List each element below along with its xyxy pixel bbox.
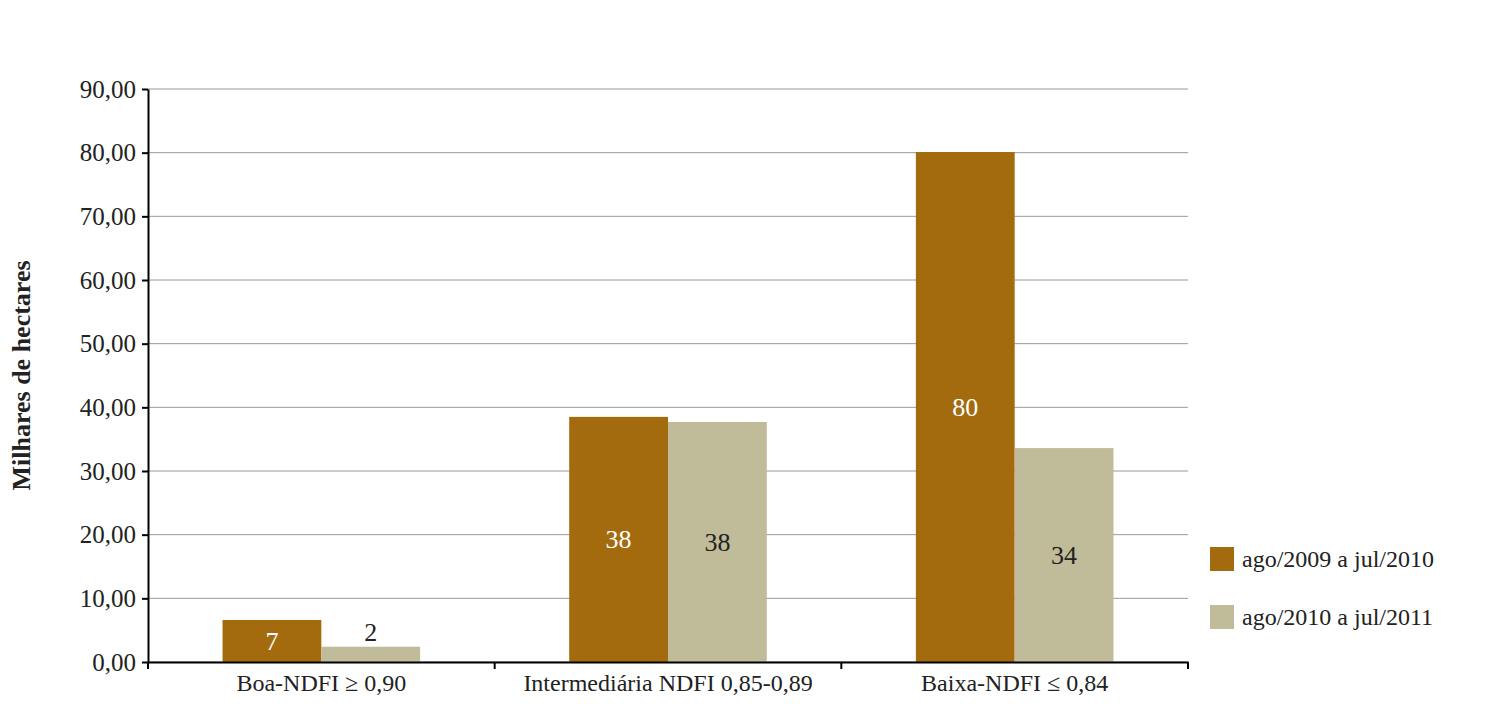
x-tick-label: Boa-NDFI ≥ 0,90 [236,670,406,696]
legend-label: ago/2009 a jul/2010 [1242,546,1434,572]
chart: 0,00 10,00 20,00 30,00 40,00 50,00 60,00 70,00 8… [0,0,1502,728]
grid [148,89,1188,662]
data-label: 38 [704,528,730,557]
y-tick: 50,00 [80,330,148,357]
y-tick-mark [142,598,148,600]
legend-swatch [1210,605,1234,629]
category-separator [147,662,149,669]
bar [916,152,1015,662]
legend-label: ago/2010 a jul/2011 [1242,604,1433,630]
y-tick: 30,00 [80,458,148,485]
y-tick-label: 30,00 [80,458,136,485]
bar [223,620,322,662]
y-tick-label: 60,00 [80,267,136,294]
data-label: 2 [364,618,377,647]
y-tick-label: 20,00 [80,521,136,548]
bar [1015,448,1114,662]
grid-line [148,216,1188,217]
y-tick: 20,00 [80,521,148,548]
y-tick-label: 70,00 [80,203,136,230]
y-tick-label: 0,00 [92,649,136,676]
y-tick-label: 80,00 [80,139,136,166]
bar [321,647,420,662]
data-label: 7 [265,627,278,656]
category-separator [1187,662,1189,669]
x-tick: Intermediária NDFI 0,85-0,89 [523,670,812,696]
grid-line [148,407,1188,408]
x-tick: Baixa-NDFI ≤ 0,84 [921,670,1108,696]
grid-line [148,280,1188,281]
y-axis: 0,00 10,00 20,00 30,00 40,00 50,00 60,00 70,00 8… [80,76,149,676]
y-tick-mark [142,280,148,282]
bars [223,152,1114,662]
data-label: 38 [606,525,632,554]
legend: ago/2009 a jul/2010 ago/2010 a jul/2011 [1210,546,1434,630]
data-label: 80 [952,393,978,422]
y-tick-mark [142,89,148,91]
y-tick-mark [142,534,148,536]
y-tick: 90,00 [80,76,148,103]
bar [668,422,767,662]
x-axis-line [149,662,1189,664]
x-tick-label: Baixa-NDFI ≤ 0,84 [921,670,1108,696]
category-separator [840,662,842,669]
data-label: 34 [1051,541,1077,570]
category-separators [148,662,1188,669]
y-tick-mark [142,152,148,154]
y-tick: 70,00 [80,203,148,230]
grid-line [148,152,1188,153]
y-axis-title: Milhares de hectares [7,260,36,490]
y-tick-label: 90,00 [80,76,136,103]
grid-line [148,89,1188,90]
grid-line [148,343,1188,344]
x-tick: Boa-NDFI ≥ 0,90 [236,670,406,696]
y-tick-mark [142,343,148,345]
grid-line [148,662,1188,663]
y-axis-line [148,90,150,663]
y-tick-label: 10,00 [80,585,136,612]
bar [569,417,668,662]
legend-swatch [1210,547,1234,571]
y-tick: 80,00 [80,139,148,166]
y-tick-label: 40,00 [80,394,136,421]
y-tick: 40,00 [80,394,148,421]
x-tick-label: Intermediária NDFI 0,85-0,89 [523,670,812,696]
y-tick-mark [142,471,148,473]
y-tick: 0,00 [92,649,148,676]
y-tick-mark [142,216,148,218]
y-tick-mark [142,407,148,409]
y-tick: 60,00 [80,267,148,294]
y-tick: 10,00 [80,585,148,612]
x-axis: Boa-NDFI ≥ 0,90 Intermediária NDFI 0,85-0… [149,663,1189,697]
data-labels: 7 38 80 2 38 34 [265,393,1077,656]
category-separator [494,662,496,669]
y-tick-label: 50,00 [80,330,136,357]
